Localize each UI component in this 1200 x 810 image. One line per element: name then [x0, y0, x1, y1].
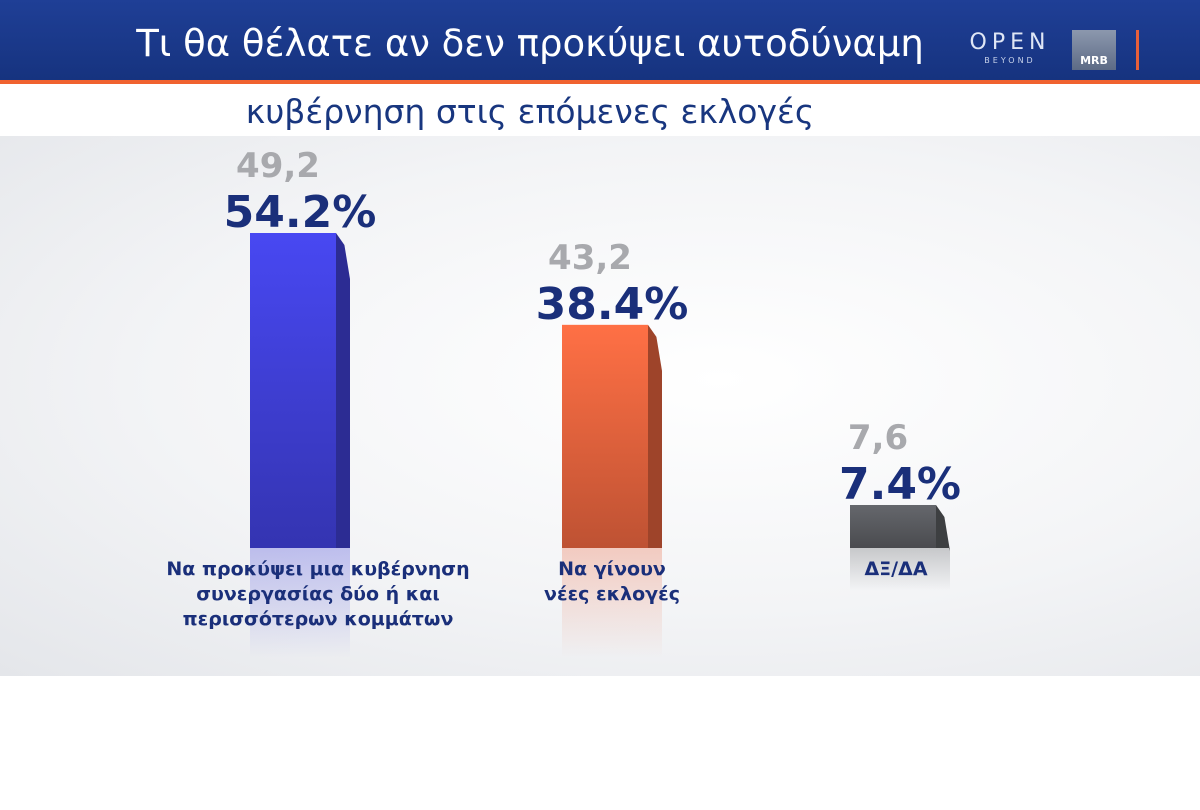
bar — [250, 233, 336, 548]
bar-side — [336, 233, 350, 548]
mrb-logo: MRB — [1072, 30, 1116, 70]
logo-divider — [1136, 30, 1139, 70]
bar-side — [936, 504, 950, 551]
category-label: Να γίνουν νέες εκλογές — [432, 557, 792, 607]
category-label-line: περισσότερων κομμάτων — [182, 608, 454, 630]
data-label: 54.2% — [224, 187, 377, 238]
open-logo-subtitle: BEYOND — [984, 56, 1036, 65]
page-title: Τι θα θέλατε αν δεν προκύψει αυτοδύναμη — [136, 22, 924, 65]
category-label-line: συνεργασίας δύο ή και — [196, 583, 440, 605]
category-label: Να προκύψει μια κυβέρνηση συνεργασίας δύο… — [138, 557, 498, 632]
bar-reflection — [250, 548, 350, 658]
open-logo: OPEN — [969, 30, 1051, 55]
mrb-logo-text: MRB — [1080, 54, 1108, 67]
data-label: 7.4% — [839, 459, 961, 510]
category-label-line: Να γίνουν — [558, 558, 666, 580]
previous-value-label: 7,6 — [848, 418, 908, 458]
page-subtitle: κυβέρνηση στις επόμενες εκλογές — [245, 92, 815, 131]
bar-reflection — [850, 548, 950, 592]
category-label-line: νέες εκλογές — [544, 583, 680, 605]
bar-side — [648, 324, 662, 548]
category-label-line: ΔΞ/ΔΑ — [864, 558, 928, 580]
data-label: 38.4% — [536, 279, 689, 330]
bar — [850, 504, 936, 548]
bar-reflection — [562, 548, 662, 658]
bar — [562, 324, 648, 548]
category-label-line: Να προκύψει μια κυβέρνηση — [166, 558, 470, 580]
category-label: ΔΞ/ΔΑ — [716, 557, 1076, 582]
previous-value-label: 43,2 — [548, 238, 632, 278]
previous-value-label: 49,2 — [236, 146, 320, 186]
header-bar: Τι θα θέλατε αν δεν προκύψει αυτοδύναμη … — [0, 0, 1200, 80]
header-divider — [0, 80, 1200, 84]
